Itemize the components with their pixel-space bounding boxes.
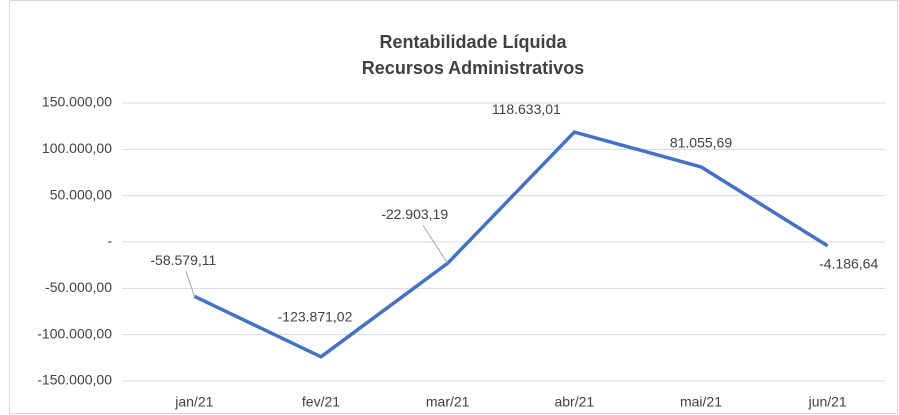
x-tick-label: jun/21 [808, 394, 847, 410]
data-label: 81.055,69 [670, 135, 732, 151]
x-tick-label: mar/21 [426, 394, 470, 410]
data-label: -58.579,11 [150, 252, 216, 268]
leader-line [422, 224, 449, 264]
x-tick-label: jan/21 [174, 394, 213, 410]
y-tick-label: -50.000,00 [45, 279, 112, 295]
leader-line [185, 271, 195, 297]
chart-subtitle: Recursos Administrativos [362, 58, 584, 78]
line-series [193, 130, 829, 359]
data-label: 118.633,01 [492, 101, 561, 117]
y-tick-label: - [107, 233, 112, 249]
y-tick-label: -100.000,00 [37, 325, 112, 341]
y-tick-label: 50.000,00 [50, 186, 112, 202]
y-tick-label: 150.000,00 [42, 94, 112, 110]
data-label: -22.903,19 [381, 206, 448, 222]
y-tick-label: 100.000,00 [42, 140, 112, 156]
x-tick-label: abr/21 [554, 394, 594, 410]
y-tick-label: -150.000,00 [37, 372, 112, 388]
chart-title: Rentabilidade Líquida [379, 32, 567, 52]
chart-border [9, 0, 898, 414]
data-label: -4.186,64 [819, 256, 878, 272]
data-label: -123.871,02 [278, 308, 353, 324]
x-tick-label: mai/21 [680, 394, 722, 410]
x-tick-label: fev/21 [302, 394, 340, 410]
